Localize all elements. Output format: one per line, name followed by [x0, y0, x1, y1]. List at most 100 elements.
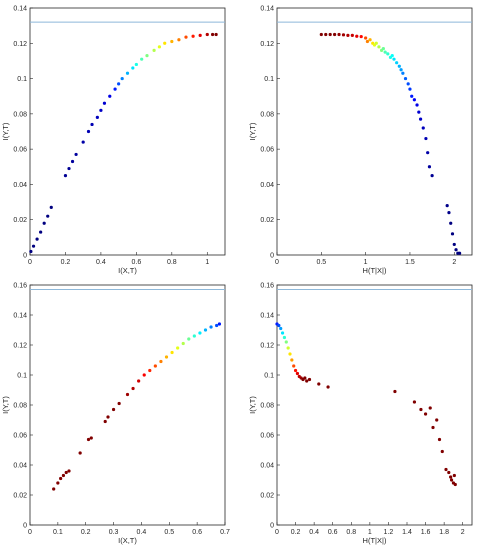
data-point	[192, 334, 196, 338]
y-tick-label: 0.04	[13, 463, 27, 470]
x-tick-label: 0.2	[61, 259, 71, 266]
data-point	[67, 166, 71, 171]
data-point	[31, 244, 36, 248]
data-point	[457, 251, 462, 255]
x-tick-label: 1.8	[439, 529, 449, 536]
data-point	[198, 331, 202, 335]
chart-panel-2: 0 0.5 1 1.5 2 0 0.02 0.04 0.06 0.08 0.1 0.12 0.14 H(T…	[248, 6, 473, 275]
data-point	[423, 412, 428, 416]
data-point	[177, 38, 181, 42]
data-point	[203, 328, 208, 332]
y-axis-label: I(Y,T)	[248, 122, 257, 140]
data-point	[417, 110, 421, 114]
data-point	[117, 82, 121, 86]
y-tick-label: 0.08	[13, 403, 27, 410]
data-point	[108, 94, 112, 98]
data-point	[106, 415, 110, 419]
data-point	[205, 32, 209, 37]
data-point	[295, 371, 300, 376]
y-tick-label: 0.08	[260, 403, 274, 410]
x-tick-label: 1.2	[384, 529, 394, 536]
x-tick-label: 0.5	[316, 259, 326, 266]
data-point	[341, 33, 346, 37]
data-point	[319, 32, 323, 37]
x-tick-label: 1.6	[421, 529, 431, 536]
data-point	[454, 248, 458, 252]
data-point	[447, 211, 451, 215]
data-point	[279, 326, 283, 331]
data-point	[148, 368, 152, 373]
x-tick-label: 1	[205, 259, 209, 266]
data-point	[399, 68, 403, 72]
data-point	[134, 62, 138, 67]
data-point	[86, 437, 91, 442]
x-axis-label: H(T|X|)	[363, 536, 387, 545]
data-point	[393, 389, 397, 394]
data-point	[447, 470, 451, 475]
x-tick-label: 0.4	[137, 529, 147, 536]
data-point	[288, 352, 292, 356]
y-tick-label: 0	[270, 253, 274, 260]
data-point	[305, 379, 309, 383]
data-point	[386, 52, 390, 56]
y-tick-label: 0.02	[13, 217, 27, 224]
y-tick-label: 0.08	[13, 111, 27, 118]
x-tick-label: 1.4	[402, 529, 412, 536]
data-point	[328, 32, 332, 37]
data-point	[427, 165, 432, 169]
x-axis-label: I(X,T)	[118, 536, 137, 545]
x-tick-label: 0.8	[167, 259, 177, 266]
data-point	[449, 475, 453, 479]
y-tick-label: 0.12	[260, 343, 274, 350]
x-axis-label: I(X,T)	[118, 266, 137, 275]
data-point	[307, 377, 312, 382]
data-point	[29, 249, 33, 254]
x-tick-label: 1	[364, 259, 368, 266]
x-tick-label: 0.6	[328, 529, 338, 536]
y-tick-label: 0.16	[13, 283, 27, 290]
y-tick-label: 0.02	[260, 217, 274, 224]
data-point	[52, 487, 56, 491]
data-point	[364, 36, 368, 40]
data-point	[164, 355, 169, 359]
data-point	[280, 331, 285, 335]
data-point	[46, 214, 50, 218]
y-tick-label: 0.14	[260, 313, 274, 320]
data-point	[355, 34, 359, 38]
data-point	[131, 386, 135, 391]
data-point	[445, 204, 449, 208]
y-tick-label: 0.14	[260, 6, 274, 13]
data-point	[293, 368, 298, 373]
data-point	[184, 35, 188, 39]
data-point	[131, 66, 135, 70]
data-point	[410, 94, 414, 98]
data-point	[450, 232, 455, 236]
data-point	[418, 117, 423, 121]
data-point	[61, 473, 66, 478]
data-point	[59, 476, 63, 481]
y-tick-label: 0.1	[17, 76, 27, 83]
x-tick-label: 0.6	[192, 529, 202, 536]
data-point	[440, 449, 444, 454]
data-point	[374, 41, 378, 45]
data-point	[103, 419, 107, 424]
axes-box	[29, 284, 226, 526]
y-tick-label: 0.16	[260, 283, 274, 290]
y-axis-label: I(Y,T)	[1, 122, 10, 140]
data-point	[214, 32, 218, 37]
y-tick-label: 0.1	[17, 373, 27, 380]
chart-panel-3: 0 0.1 0.2 0.3 0.4 0.5 0.6 0.7 0 0.02 0.04 0.06 0.08 0…	[1, 283, 230, 546]
x-tick-label: 0.2	[81, 529, 91, 536]
data-point	[408, 87, 412, 91]
data-point	[215, 323, 219, 328]
x-tick-label: 0.8	[346, 529, 356, 536]
data-point	[290, 358, 294, 362]
x-axis-label: H(T|X|)	[363, 266, 387, 275]
data-point	[452, 473, 456, 478]
data-point	[198, 33, 202, 37]
y-axis-label: I(Y,T)	[248, 396, 257, 414]
data-point	[120, 76, 124, 81]
data-point	[125, 392, 130, 397]
data-point	[210, 32, 215, 37]
